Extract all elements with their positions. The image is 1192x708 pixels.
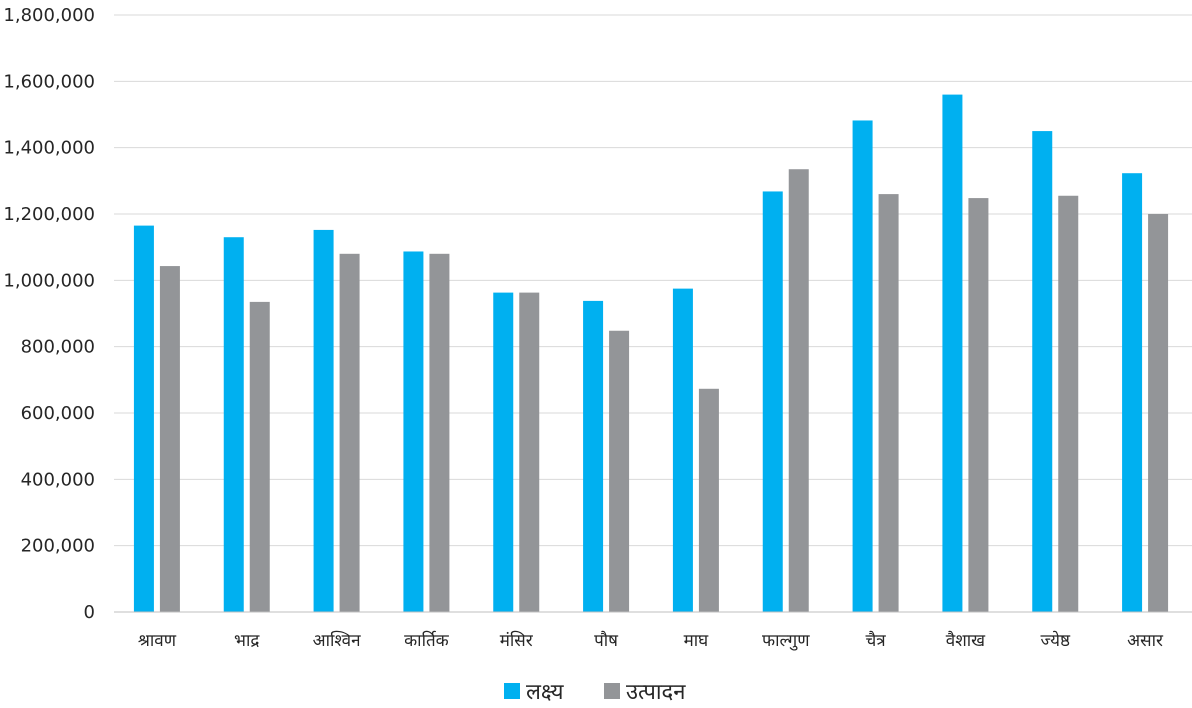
bar-series-1-7 [672, 288, 693, 612]
bar-series-2-2 [249, 301, 270, 612]
bar-series-1-2 [223, 237, 244, 612]
bar-series-1-6 [583, 300, 604, 612]
x-category-label: कार्तिक [404, 630, 450, 651]
x-category-label: ज्येष्ठ [1040, 630, 1071, 651]
y-tick-label: 1,200,000 [3, 204, 95, 225]
y-tick-label: 800,000 [21, 337, 95, 358]
x-category-label: चैत्र [865, 630, 886, 651]
bar-series-2-11 [1058, 195, 1079, 612]
legend-swatch-1 [504, 683, 520, 699]
bar-series-2-6 [609, 330, 630, 612]
bar-series-1-9 [852, 120, 873, 612]
x-category-label: असार [1127, 631, 1164, 651]
bar-series-2-1 [159, 266, 180, 612]
y-tick-label: 400,000 [21, 469, 95, 490]
bar-series-2-12 [1148, 214, 1169, 612]
bar-series-2-9 [878, 194, 899, 612]
x-category-label: आश्विन [313, 630, 361, 651]
x-category-label: माघ [684, 631, 710, 651]
x-category-label: मंसिर [500, 630, 534, 651]
y-tick-label: 200,000 [21, 536, 95, 557]
y-tick-label: 0 [84, 602, 95, 623]
y-tick-label: 1,000,000 [3, 270, 95, 291]
y-tick-label: 1,400,000 [3, 138, 95, 159]
legend: लक्ष्य उत्पादन [504, 680, 686, 705]
x-category-label: पौष [594, 630, 619, 651]
y-tick-label: 1,600,000 [3, 71, 95, 92]
y-tick-label: 1,800,000 [3, 5, 95, 26]
bar-series-1-3 [313, 229, 334, 613]
x-category-label: फाल्गुण [762, 631, 810, 651]
x-category-label: वैशाख [946, 630, 986, 651]
bar-series-2-7 [698, 388, 719, 612]
bar-series-2-4 [429, 253, 450, 613]
bar-series-2-5 [519, 292, 540, 612]
bar-series-2-8 [788, 169, 809, 612]
bar-series-1-5 [493, 292, 514, 612]
x-category-label: भाद्र [234, 631, 260, 651]
y-axis-tick-labels: 0 200,000 400,000 600,000 800,000 1,000,000 1,… [3, 5, 95, 623]
legend-label-2: उत्पादन [626, 680, 686, 705]
bar-series-1-11 [1032, 131, 1053, 613]
x-axis-category-labels: श्रावण भाद्र आश्विन कार्तिक मंसिर पौष माघ फाल्ग… [138, 630, 1164, 651]
bars [133, 94, 1169, 613]
bar-series-2-3 [339, 253, 360, 613]
legend-swatch-2 [604, 683, 620, 699]
bar-series-1-10 [942, 94, 963, 613]
bar-series-1-8 [762, 191, 783, 613]
legend-label-1: लक्ष्य [526, 680, 565, 705]
bar-series-1-1 [133, 225, 154, 612]
y-tick-label: 600,000 [21, 403, 95, 424]
bar-series-1-12 [1122, 173, 1143, 612]
bar-series-2-10 [968, 198, 989, 612]
bar-series-1-4 [403, 251, 424, 612]
gridlines [114, 14, 1192, 547]
x-category-label: श्रावण [138, 631, 177, 651]
